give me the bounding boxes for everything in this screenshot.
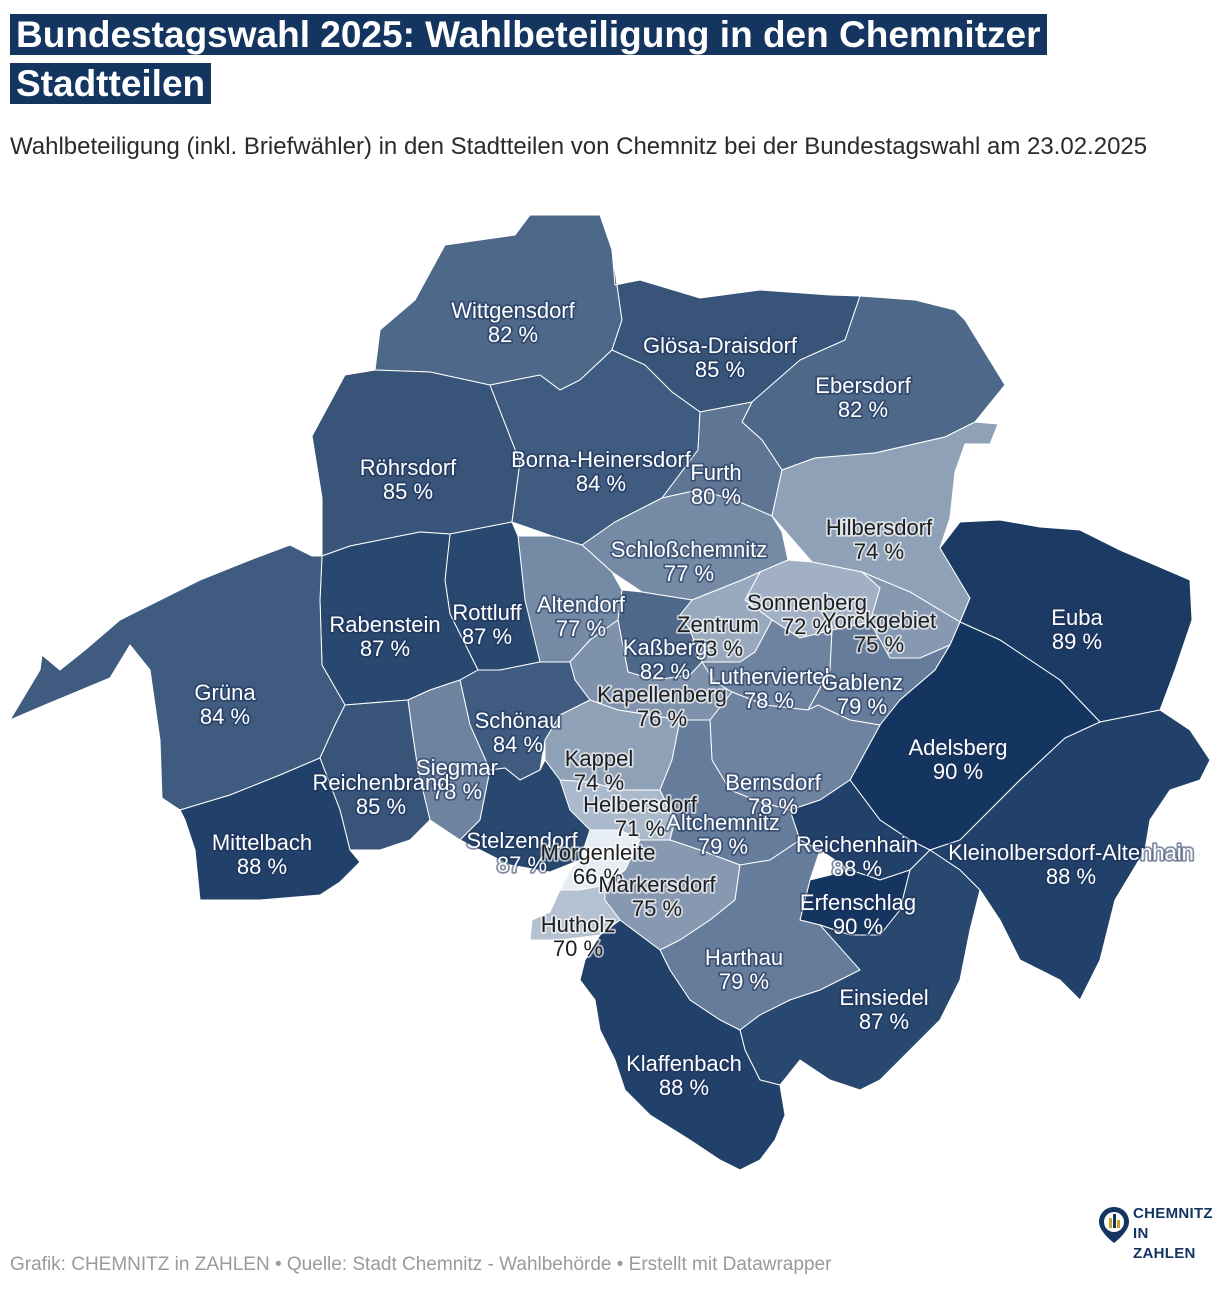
district-value-euba: 89 % <box>1052 629 1102 654</box>
district-value-einsiedel: 87 % <box>859 1009 909 1034</box>
district-einsiedel[interactable] <box>739 849 981 1091</box>
title-block: Bundestagswahl 2025: Wahlbeteiligung in … <box>10 10 1180 108</box>
district-name-rabenstein: Rabenstein <box>329 612 440 637</box>
district-name-roehrsdorf: Röhrsdorf <box>360 455 457 480</box>
logo-line-1: CHEMNITZ <box>1133 1205 1213 1222</box>
district-value-roehrsdorf: 85 % <box>383 479 433 504</box>
district-value-altendorf: 77 % <box>556 616 606 641</box>
page-title: Bundestagswahl 2025: Wahlbeteiligung in … <box>10 14 1047 104</box>
district-name-altendorf: Altendorf <box>537 592 626 617</box>
district-name-stelzendorf: Stelzendorf <box>466 828 578 853</box>
district-name-klaffenbach: Klaffenbach <box>626 1051 742 1076</box>
district-value-erfenschlag: 90 % <box>833 914 883 939</box>
district-value-stelzendorf: 87 % <box>497 852 547 877</box>
district-value-kleinolbersdorf-altenhain: 88 % <box>1046 864 1096 889</box>
district-value-zentrum: 73 % <box>693 636 743 661</box>
district-value-altchemnitz: 79 % <box>698 834 748 859</box>
district-value-siegmar: 78 % <box>432 779 482 804</box>
district-name-ebersdorf: Ebersdorf <box>815 373 911 398</box>
district-name-lutherviertel: Lutherviertel <box>708 664 829 689</box>
district-value-kapellenberg: 76 % <box>637 706 687 731</box>
district-name-reichenbrand: Reichenbrand <box>313 770 450 795</box>
district-value-hilbersdorf: 74 % <box>854 539 904 564</box>
district-value-gloesa-draisdorf: 85 % <box>695 357 745 382</box>
district-name-hutholz: Hutholz <box>541 912 616 937</box>
district-name-gloesa-draisdorf: Glösa-Draisdorf <box>643 333 798 358</box>
district-value-sonnenberg: 72 % <box>782 614 832 639</box>
district-value-schlosschemnitz: 77 % <box>664 561 714 586</box>
district-name-kappel: Kappel <box>565 746 634 771</box>
district-value-wittgensdorf: 82 % <box>488 322 538 347</box>
district-value-rabenstein: 87 % <box>360 636 410 661</box>
district-name-bernsdorf: Bernsdorf <box>725 770 821 795</box>
district-name-reichenhain: Reichenhain <box>796 832 918 857</box>
district-kleinolbersdorf-altenhain[interactable] <box>928 709 1211 1001</box>
page-subtitle: Wahlbeteiligung (inkl. Briefwähler) in d… <box>10 133 1148 160</box>
district-value-ebersdorf: 82 % <box>838 397 888 422</box>
district-name-wittgensdorf: Wittgensdorf <box>451 298 575 323</box>
district-value-lutherviertel: 78 % <box>744 688 794 713</box>
district-name-helbersdorf: Helbersdorf <box>583 792 698 817</box>
district-value-harthau: 79 % <box>719 969 769 994</box>
district-name-schlosschemnitz: Schloßchemnitz <box>611 537 768 562</box>
district-value-bernsdorf: 78 % <box>748 794 798 819</box>
district-mittelbach[interactable] <box>179 757 361 901</box>
district-value-reichenbrand: 85 % <box>356 794 406 819</box>
logo-line-2: IN ZAHLEN <box>1133 1225 1196 1262</box>
district-value-kappel: 74 % <box>574 770 624 795</box>
district-name-kleinolbersdorf-altenhain: Kleinolbersdorf-Altenhain <box>948 840 1194 865</box>
district-name-hilbersdorf: Hilbersdorf <box>826 515 933 540</box>
district-name-morgenleite: Morgenleite <box>541 840 656 865</box>
district-name-einsiedel: Einsiedel <box>839 985 928 1010</box>
source-note: Grafik: CHEMNITZ in ZAHLEN • Quelle: Sta… <box>10 1254 832 1275</box>
district-value-mittelbach: 88 % <box>237 854 287 879</box>
district-klaffenbach[interactable] <box>579 919 786 1171</box>
district-value-yorckgebiet: 75 % <box>854 632 904 657</box>
district-value-hutholz: 70 % <box>553 936 603 961</box>
district-name-kapellenberg: Kapellenberg <box>597 682 727 707</box>
district-name-adelsberg: Adelsberg <box>908 735 1007 760</box>
district-name-euba: Euba <box>1051 605 1103 630</box>
district-value-schoenau: 84 % <box>493 732 543 757</box>
district-value-borna-heinersdorf: 84 % <box>576 471 626 496</box>
district-value-gablenz: 79 % <box>837 694 887 719</box>
district-reichenbrand[interactable] <box>319 699 431 851</box>
district-name-harthau: Harthau <box>705 945 783 970</box>
district-regions <box>8 214 1211 1171</box>
district-value-morgenleite: 66 % <box>573 864 623 889</box>
district-value-gruena: 84 % <box>200 704 250 729</box>
district-value-kassberg: 82 % <box>640 659 690 684</box>
district-name-yorckgebiet: Yorckgebiet <box>822 608 936 633</box>
district-euba[interactable] <box>939 519 1193 723</box>
district-name-markersdorf: Markersdorf <box>598 872 716 897</box>
district-name-sonnenberg: Sonnenberg <box>747 590 867 615</box>
district-name-borna-heinersdorf: Borna-Heinersdorf <box>511 447 692 472</box>
district-value-adelsberg: 90 % <box>933 759 983 784</box>
district-name-siegmar: Siegmar <box>416 755 498 780</box>
district-name-gablenz: Gablenz <box>821 670 903 695</box>
district-name-zentrum: Zentrum <box>677 612 759 637</box>
district-value-klaffenbach: 88 % <box>659 1075 709 1100</box>
district-value-markersdorf: 75 % <box>632 896 682 921</box>
district-name-mittelbach: Mittelbach <box>212 830 312 855</box>
district-value-rottluff: 87 % <box>462 624 512 649</box>
district-name-altchemnitz: Altchemnitz <box>666 810 780 835</box>
district-name-furth: Furth <box>690 460 741 485</box>
district-name-schoenau: Schönau <box>475 708 562 733</box>
city-pin-icon <box>1099 1207 1129 1243</box>
district-name-kassberg: Kaßberg <box>623 635 707 660</box>
district-value-reichenhain: 88 % <box>832 856 882 881</box>
district-name-rottluff: Rottluff <box>452 600 522 625</box>
district-value-helbersdorf: 71 % <box>615 816 665 841</box>
district-value-furth: 80 % <box>691 484 741 509</box>
district-name-gruena: Grüna <box>194 680 256 705</box>
brand-logo: CHEMNITZ IN ZAHLEN <box>1098 1204 1213 1262</box>
district-name-erfenschlag: Erfenschlag <box>800 890 916 915</box>
